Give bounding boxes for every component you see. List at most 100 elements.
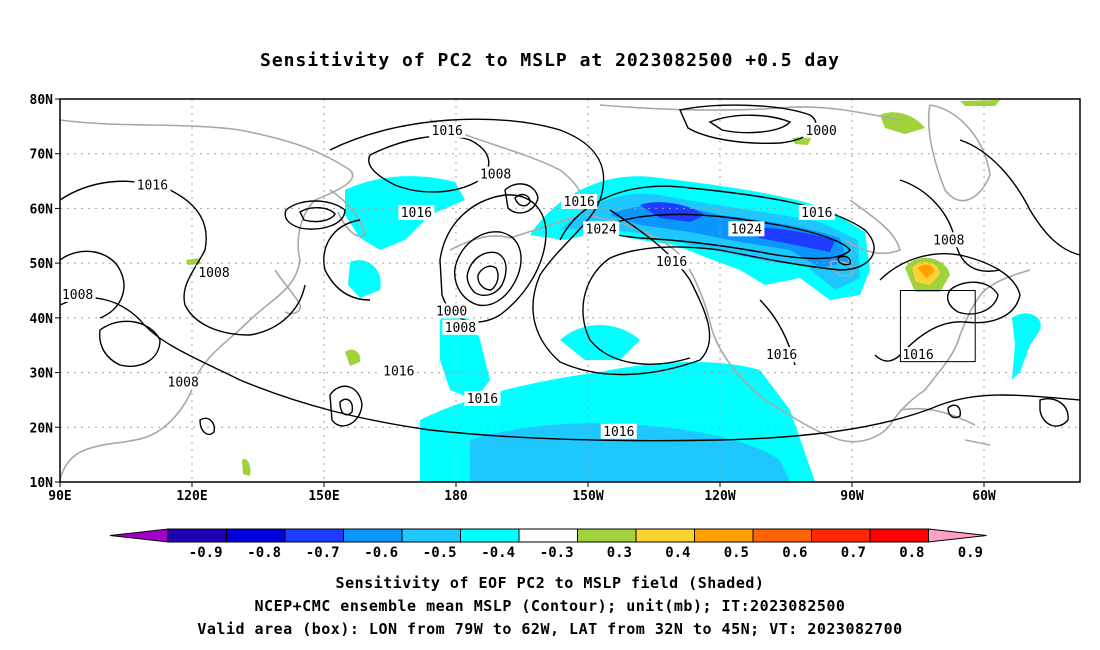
lon-tick-label: 150E: [308, 489, 339, 504]
lon-tick-label: 120W: [704, 489, 735, 504]
plot-title: Sensitivity of PC2 to MSLP at 2023082500…: [259, 50, 840, 71]
shade-negative-cyan: [560, 324, 640, 360]
colorbar-label: -0.6: [364, 545, 398, 561]
colorbar-label: -0.9: [189, 545, 223, 561]
colorbar-segment: [752, 528, 812, 543]
contour-line: [959, 139, 1080, 256]
contour-label-bg: [442, 319, 479, 335]
contour-line: [323, 219, 371, 301]
coastline-alaska: [429, 119, 585, 251]
shade-positive-green: [792, 136, 812, 145]
contour-label: 1016: [401, 206, 432, 221]
colorbar-segment: [518, 528, 578, 543]
coastline-caribbean: [899, 407, 991, 446]
lat-tick-label: 50N: [30, 257, 54, 272]
contour-line: [899, 179, 1001, 272]
colorbar-segment: [343, 528, 403, 543]
contour-label: 1016: [656, 255, 687, 270]
contour-label: 1016: [432, 124, 463, 139]
contour-line: [477, 265, 499, 291]
colorbar-label: 0.5: [724, 545, 749, 561]
colorbar-arrow-left: [109, 528, 169, 543]
contour-label: 1016: [467, 392, 498, 407]
shade-positive-green: [345, 349, 361, 366]
colorbar-segment: [694, 528, 754, 543]
colorbar-segment: [460, 528, 520, 543]
colorbar-label: 0.6: [782, 545, 807, 561]
colorbar-segment: [167, 528, 227, 543]
contour-label: 1008: [168, 376, 199, 391]
contour-label: 1000: [806, 124, 837, 139]
lat-tick-label: 40N: [30, 312, 54, 327]
contour-label: 1024: [731, 222, 762, 237]
contour-line: [454, 231, 522, 307]
lon-tick-label: 60W: [972, 489, 996, 504]
colorbar-label: -0.5: [423, 545, 457, 561]
colorbar-segment: [284, 528, 344, 543]
contour-line: [837, 255, 852, 266]
coastline-greenland: [927, 104, 991, 202]
contour-line: [504, 183, 539, 214]
contour-label-bg: [196, 265, 232, 281]
colorbar: -0.9 -0.8 -0.7 -0.6 -0.5 -0.4 -0.3 0.3 0.4 0.5 0.6…: [109, 528, 987, 561]
contour-line: [60, 180, 306, 336]
contour-label: 1016: [603, 425, 634, 440]
contour-label: 1008: [62, 288, 93, 303]
contour-label: 1008: [445, 321, 476, 336]
lat-tick-label: 60N: [30, 202, 54, 217]
contour-line: [598, 213, 851, 260]
colorbar-label: -0.4: [481, 545, 515, 561]
contour-label-bg: [429, 122, 466, 138]
colorbar-arrow-right: [928, 528, 987, 543]
contour-label: 1016: [564, 195, 595, 210]
lat-tick-label: 30N: [30, 367, 54, 382]
contour-label-bg: [433, 303, 470, 319]
contour-line: [329, 385, 363, 427]
shade-negative-mid: [470, 423, 790, 482]
contour-label-bg: [59, 286, 96, 302]
colorbar-segment: [226, 528, 286, 543]
shade-negative-core: [640, 202, 705, 222]
contour-label-bg: [398, 204, 435, 220]
contour-line: [60, 250, 125, 319]
coastline-asia: [60, 119, 354, 481]
colorbar-label: -0.7: [306, 545, 340, 561]
lat-tick-label: 20N: [30, 421, 54, 436]
colorbar-label: 0.8: [899, 545, 924, 561]
contour-label-bg: [477, 166, 514, 182]
lat-tick-label: 80N: [30, 93, 54, 108]
contour-label-bg: [763, 347, 800, 363]
contour-line: [199, 417, 215, 436]
shade-negative-cyan: [1012, 313, 1041, 380]
colorbar-label: 0.9: [958, 545, 983, 561]
coastline-hudson: [844, 199, 901, 255]
colorbar-label: 0.7: [841, 545, 866, 561]
shade-negative-strong: [610, 205, 848, 268]
latitude-ticks: 80N 70N 60N 50N 40N 30N 20N 10N: [30, 93, 60, 491]
colorbar-segment: [577, 528, 637, 543]
shade-positive-green: [880, 112, 925, 134]
contour-line: [299, 207, 336, 223]
contour-line: [514, 193, 531, 207]
contour-label-bg: [930, 232, 967, 248]
contour-label: 1016: [902, 348, 933, 363]
contour-label: 1000: [436, 304, 467, 319]
contour-label-bg: [165, 374, 202, 390]
contour-label: 1016: [766, 348, 797, 363]
contour-line: [98, 320, 161, 367]
sensitivity-shading: [186, 100, 1041, 482]
colorbar-label: 0.4: [665, 545, 690, 561]
contour-label-bg: [803, 122, 840, 138]
lon-tick-label: 150W: [572, 489, 603, 504]
shade-positive-orange: [918, 264, 934, 278]
contour-line: [1039, 398, 1069, 427]
contour-label: 1008: [198, 266, 229, 281]
shade-positive-green: [960, 100, 1000, 106]
contour-line: [339, 398, 354, 416]
contour-labels: 1016 1016 1016 1016 1024 1024 1016 1016 1016 1016…: [59, 122, 967, 440]
contour-label: 1008: [933, 233, 964, 248]
contour-line: [466, 251, 507, 297]
lon-tick-label: 120E: [176, 489, 207, 504]
coastline-northamerica: [584, 214, 1031, 443]
contour-line: [708, 114, 792, 134]
